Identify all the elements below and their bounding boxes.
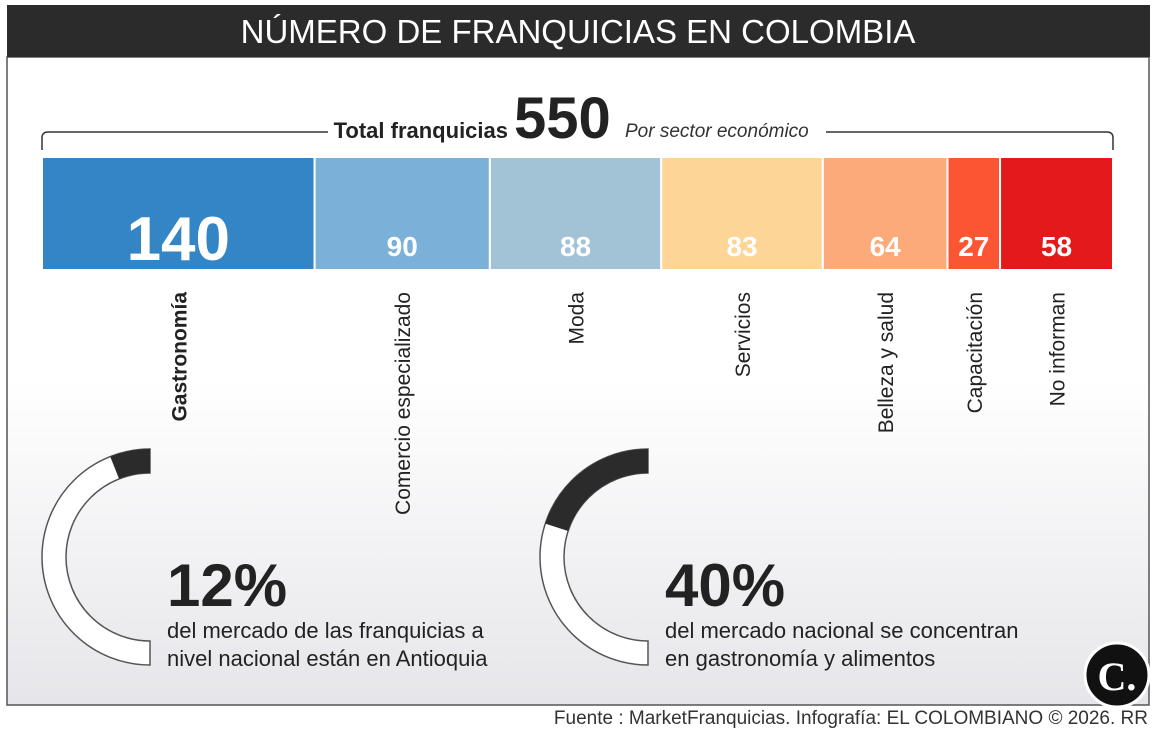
- category-label: No informan: [1047, 292, 1070, 406]
- value-label: 90: [387, 231, 418, 262]
- bar-segment: [41, 156, 316, 271]
- title-bar: [7, 5, 1150, 57]
- category-label: Gastronomía: [168, 292, 191, 422]
- source: Fuente : MarketFranquicias. Infografía: …: [554, 708, 1148, 729]
- value-label: 88: [560, 231, 591, 262]
- value-label: 27: [958, 231, 989, 262]
- bar-segment: [999, 156, 1114, 271]
- title: NÚMERO DE FRANQUICIAS EN COLOMBIA: [241, 13, 916, 50]
- value-label: 64: [870, 231, 902, 262]
- bracket: [41, 131, 1114, 150]
- gauge-percent: 40%: [665, 552, 785, 619]
- gauge-track: [41, 448, 151, 666]
- bar-segment: [946, 156, 1002, 271]
- gauge-fill: [110, 449, 150, 479]
- category-label: Moda: [566, 292, 589, 345]
- gauge-fill: [545, 449, 648, 532]
- category-label: Comercio especializado: [392, 292, 415, 515]
- gauge-percent: 12%: [167, 552, 287, 619]
- logo-text: C.: [1098, 654, 1137, 699]
- category-label: Capacitación: [964, 292, 987, 413]
- bar-segment: [821, 156, 949, 271]
- value-label: 83: [726, 231, 757, 262]
- value-label: 58: [1041, 231, 1072, 262]
- category-label: Servicios: [732, 292, 755, 377]
- total-subtitle: Por sector económico: [625, 121, 809, 142]
- gauge-text: en gastronomía y alimentos: [665, 646, 935, 671]
- gauge-text: del mercado nacional se concentran: [665, 618, 1018, 643]
- gauge-text: nivel nacional están en Antioquia: [167, 646, 488, 671]
- total-value: 550: [514, 86, 611, 151]
- total-label: Total franquicias: [334, 118, 508, 143]
- value-label: 140: [127, 205, 230, 274]
- gauge-text: del mercado de las franquicias a: [167, 618, 484, 643]
- logo: [1083, 641, 1151, 709]
- category-label: Belleza y salud: [875, 292, 898, 433]
